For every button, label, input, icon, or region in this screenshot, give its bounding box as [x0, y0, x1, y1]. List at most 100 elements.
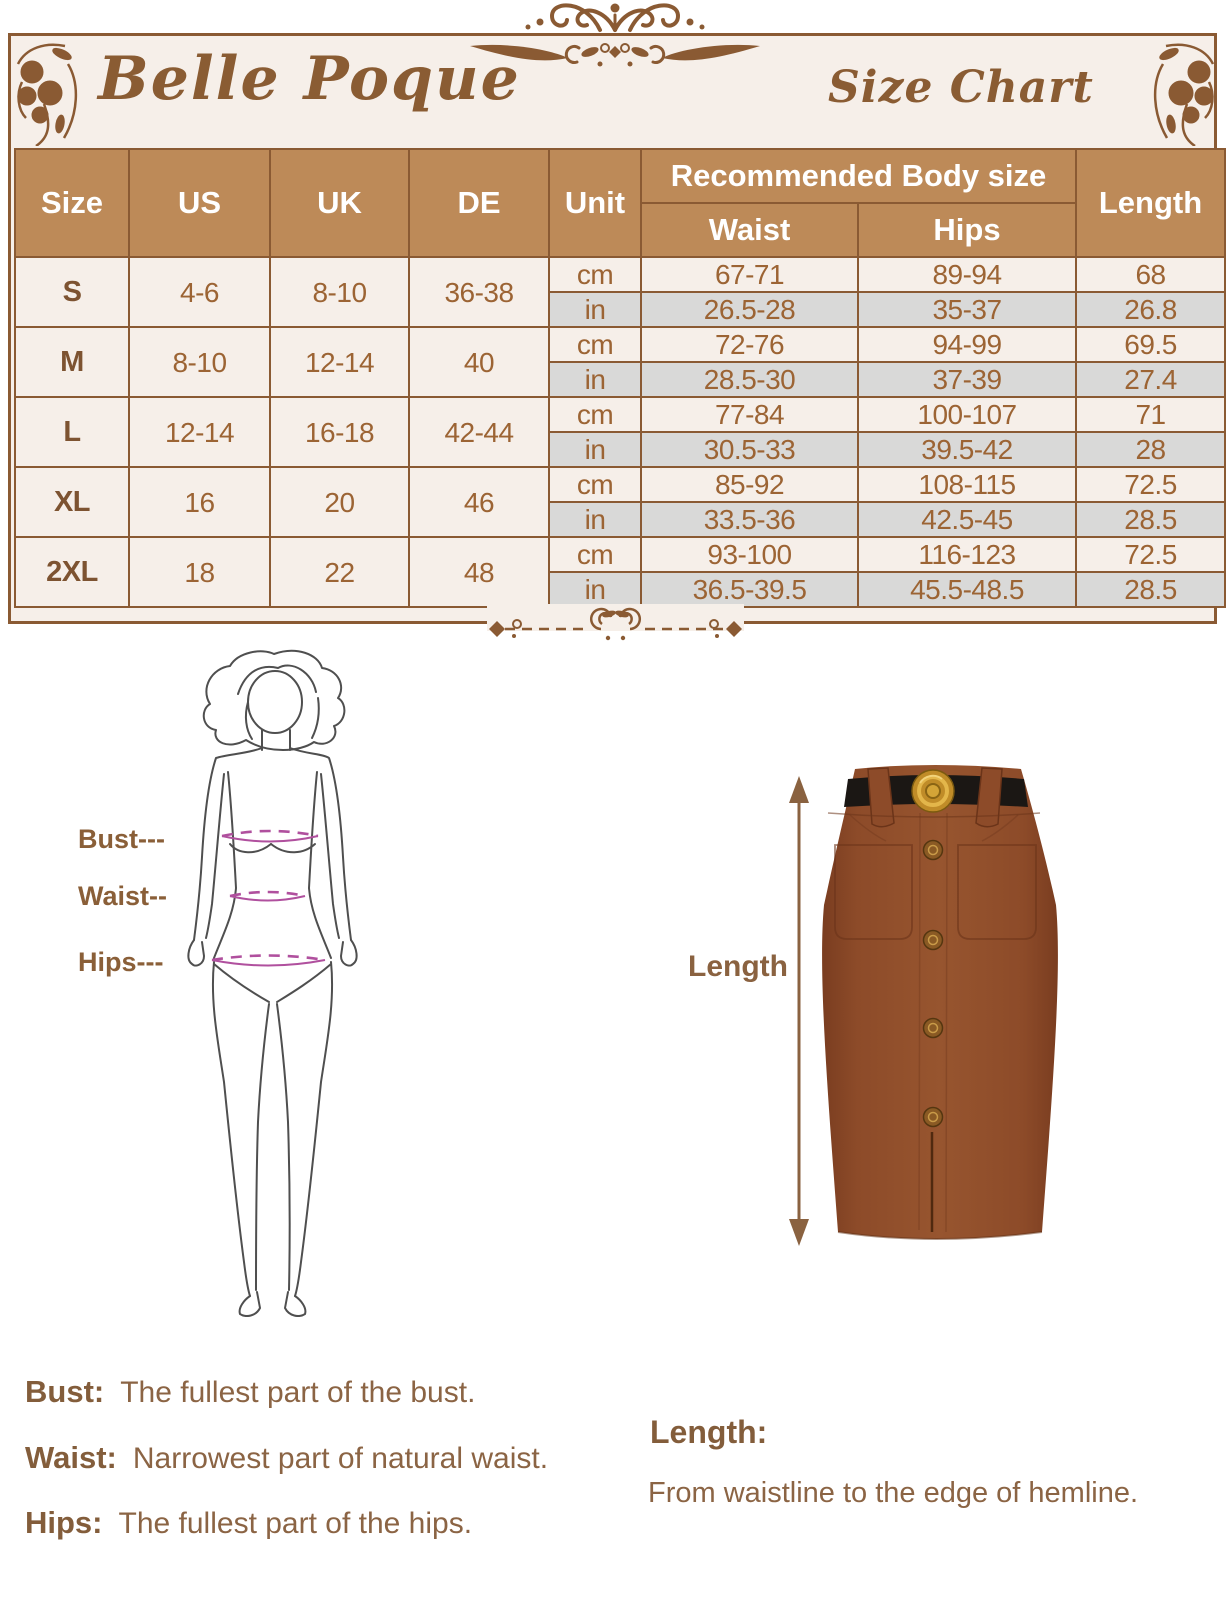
- length-cell: 26.8: [1075, 291, 1227, 328]
- size-cell: 2XL: [14, 536, 130, 608]
- unit-cell: cm: [548, 396, 642, 433]
- waist-cell: 30.5-33: [640, 431, 859, 468]
- col-header-length: Length: [1075, 148, 1227, 258]
- waist-cell: 67-71: [640, 256, 859, 293]
- body-measurement-figure: [187, 649, 358, 1317]
- length-cell: 28: [1075, 431, 1227, 468]
- table-row: in 26.5-28 35-37 26.8: [15, 291, 1227, 328]
- waist-label: Waist--: [78, 881, 167, 911]
- hips-cell: 116-123: [856, 536, 1078, 573]
- uk-cell: 8-10: [269, 256, 410, 328]
- waist-cell: 28.5-30: [640, 361, 859, 398]
- col-header-uk: UK: [269, 148, 410, 258]
- bust-definition: Bust: The fullest part of the bust.: [25, 1374, 475, 1410]
- length-cell: 72.5: [1075, 536, 1227, 573]
- size-cell: L: [14, 396, 130, 468]
- col-header-waist: Waist: [640, 202, 859, 258]
- hips-definition-text: The fullest part of the hips.: [118, 1507, 473, 1540]
- table-row: in 33.5-36 42.5-45 28.5: [15, 501, 1227, 538]
- unit-cell: in: [548, 571, 642, 608]
- length-cell: 28.5: [1075, 571, 1227, 608]
- hips-cell: 45.5-48.5: [856, 571, 1078, 608]
- waist-cell: 33.5-36: [640, 501, 859, 538]
- waist-cell: 85-92: [640, 466, 859, 503]
- de-cell: 42-44: [408, 396, 550, 468]
- de-cell: 40: [408, 326, 550, 398]
- hips-cell: 108-115: [856, 466, 1078, 503]
- col-header-unit: Unit: [548, 148, 642, 258]
- length-arrow: [789, 776, 809, 1246]
- size-table-container: Size US UK DE Unit Recommended Body size…: [14, 148, 1227, 608]
- uk-cell: 20: [269, 466, 410, 538]
- length-definition-text: From waistline to the edge of hemline.: [648, 1477, 1139, 1509]
- unit-cell: cm: [548, 466, 642, 503]
- waist-definition: Waist: Narrowest part of natural waist.: [25, 1440, 548, 1476]
- uk-cell: 22: [269, 536, 410, 608]
- length-arrow-label: Length: [688, 950, 788, 983]
- length-definition-term: Length:: [650, 1414, 768, 1450]
- table-row: XL 16 20 46 cm 85-92 108-115 72.5: [14, 466, 1227, 538]
- us-cell: 4-6: [128, 256, 271, 328]
- waist-cell: 77-84: [640, 396, 859, 433]
- length-cell: 27.4: [1075, 361, 1227, 398]
- size-cell: XL: [14, 466, 130, 538]
- col-header-size: Size: [14, 148, 130, 258]
- unit-cell: cm: [548, 256, 642, 293]
- length-cell: 72.5: [1075, 466, 1227, 503]
- size-cell: M: [14, 326, 130, 398]
- length-cell: 28.5: [1075, 501, 1227, 538]
- hips-definition: Hips: The fullest part of the hips.: [25, 1505, 472, 1541]
- length-cell: 71: [1075, 396, 1227, 433]
- hips-definition-term: Hips:: [25, 1505, 103, 1540]
- de-cell: 36-38: [408, 256, 550, 328]
- de-cell: 48: [408, 536, 550, 608]
- table-row: L 12-14 16-18 42-44 cm 77-84 100-107 71: [14, 396, 1227, 468]
- waist-definition-text: Narrowest part of natural waist.: [132, 1442, 549, 1475]
- waist-cell: 72-76: [640, 326, 859, 363]
- table-row: in 30.5-33 39.5-42 28: [15, 431, 1227, 468]
- de-cell: 46: [408, 466, 550, 538]
- unit-cell: in: [548, 431, 642, 468]
- table-row: in 28.5-30 37-39 27.4: [15, 361, 1227, 398]
- size-cell: S: [14, 256, 130, 328]
- bust-label: Bust---: [78, 824, 165, 854]
- col-header-hips: Hips: [856, 202, 1078, 258]
- table-row: 2XL 18 22 48 cm 93-100 116-123 72.5: [14, 536, 1227, 608]
- uk-cell: 16-18: [269, 396, 410, 468]
- length-cell: 69.5: [1075, 326, 1227, 363]
- us-cell: 18: [128, 536, 271, 608]
- col-header-us: US: [128, 148, 271, 258]
- table-row: in 36.5-39.5 45.5-48.5 28.5: [15, 571, 1227, 608]
- hips-cell: 42.5-45: [856, 501, 1078, 538]
- unit-cell: in: [548, 361, 642, 398]
- hips-cell: 100-107: [856, 396, 1078, 433]
- us-cell: 12-14: [128, 396, 271, 468]
- hips-cell: 94-99: [856, 326, 1078, 363]
- waist-cell: 26.5-28: [640, 291, 859, 328]
- col-header-de: DE: [408, 148, 550, 258]
- hips-cell: 89-94: [856, 256, 1078, 293]
- unit-cell: in: [548, 291, 642, 328]
- length-cell: 68: [1075, 256, 1227, 293]
- hips-cell: 35-37: [856, 291, 1078, 328]
- table-row: S 4-6 8-10 36-38 cm 67-71 89-94 68: [14, 256, 1227, 328]
- skirt-product-image: [822, 765, 1058, 1240]
- unit-cell: in: [548, 501, 642, 538]
- us-cell: 8-10: [128, 326, 271, 398]
- waist-definition-term: Waist:: [25, 1440, 117, 1475]
- bust-definition-term: Bust:: [25, 1374, 105, 1409]
- unit-cell: cm: [548, 326, 642, 363]
- brand-logo-text: Belle Poque: [98, 44, 521, 114]
- size-table: Size US UK DE Unit Recommended Body size…: [14, 148, 1227, 608]
- table-row: M 8-10 12-14 40 cm 72-76 94-99 69.5: [14, 326, 1227, 398]
- hips-cell: 37-39: [856, 361, 1078, 398]
- col-header-body: Recommended Body size: [639, 148, 1078, 204]
- bust-definition-text: The fullest part of the bust.: [120, 1376, 476, 1409]
- waist-cell: 36.5-39.5: [640, 571, 859, 608]
- uk-cell: 12-14: [269, 326, 410, 398]
- page-title: Size Chart: [828, 62, 1094, 113]
- waist-cell: 93-100: [640, 536, 859, 573]
- unit-cell: cm: [548, 536, 642, 573]
- hips-cell: 39.5-42: [856, 431, 1078, 468]
